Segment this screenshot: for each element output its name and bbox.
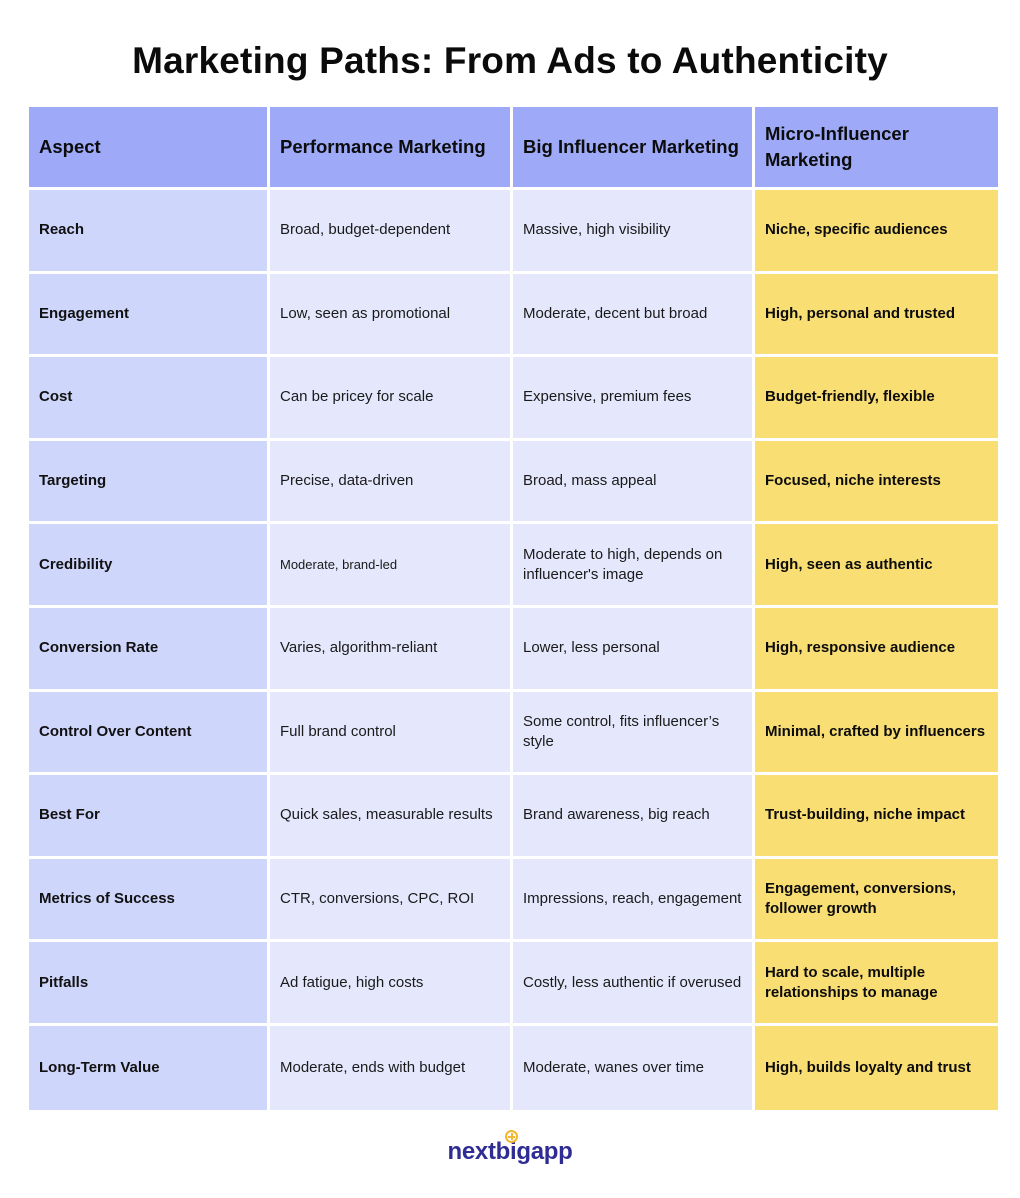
table-cell-highlight: Hard to scale, multiple relationships to… <box>755 942 998 1026</box>
column-header-aspect: Aspect <box>29 107 270 190</box>
row-aspect: Reach <box>29 190 270 274</box>
table-cell: Can be pricey for scale <box>270 357 513 441</box>
row-aspect: Metrics of Success <box>29 858 270 943</box>
table-cell: Moderate, ends with budget <box>270 1025 513 1110</box>
column-header-performance: Performance Marketing <box>270 107 513 190</box>
table-cell-highlight: Trust-building, niche impact <box>755 775 998 859</box>
table-cell: Quick sales, measurable results <box>270 775 513 859</box>
row-aspect: Best For <box>29 775 270 859</box>
row-aspect: Long-Term Value <box>29 1025 270 1110</box>
table-cell-highlight: Budget-friendly, flexible <box>755 357 998 441</box>
brand-logo: nextbigapp <box>0 1130 1020 1166</box>
row-aspect: Control Over Content <box>29 691 270 776</box>
table-cell: Brand awareness, big reach <box>513 775 755 859</box>
table-cell: Full brand control <box>270 691 513 776</box>
table-cell: Lower, less personal <box>513 607 755 692</box>
table-cell: Low, seen as promotional <box>270 273 513 358</box>
row-aspect: Conversion Rate <box>29 607 270 692</box>
row-aspect: Engagement <box>29 273 270 358</box>
table-cell: Expensive, premium fees <box>513 357 755 441</box>
row-aspect: Credibility <box>29 524 270 608</box>
column-header-big-influencer: Big Influencer Marketing <box>513 107 755 190</box>
table-cell-highlight: Focused, niche interests <box>755 440 998 525</box>
table-cell: Broad, budget-dependent <box>270 190 513 274</box>
table-cell: Broad, mass appeal <box>513 440 755 525</box>
table-cell-highlight: High, personal and trusted <box>755 273 998 358</box>
table-cell: Moderate, wanes over time <box>513 1025 755 1110</box>
row-aspect: Pitfalls <box>29 942 270 1026</box>
table-cell-highlight: Niche, specific audiences <box>755 190 998 274</box>
table-cell: Massive, high visibility <box>513 190 755 274</box>
table-cell: Moderate to high, depends on influencer'… <box>513 524 755 608</box>
table-cell: Moderate, brand-led <box>270 524 513 608</box>
table-cell: CTR, conversions, CPC, ROI <box>270 858 513 943</box>
table-cell: Moderate, decent but broad <box>513 273 755 358</box>
table-cell-highlight: High, seen as authentic <box>755 524 998 608</box>
row-aspect: Targeting <box>29 440 270 525</box>
table-cell-highlight: High, builds loyalty and trust <box>755 1025 998 1110</box>
table-cell-highlight: High, responsive audience <box>755 607 998 692</box>
table-cell-highlight: Minimal, crafted by influencers <box>755 691 998 776</box>
table-cell: Precise, data-driven <box>270 440 513 525</box>
plus-circle-icon <box>505 1130 519 1143</box>
table-cell: Costly, less authentic if overused <box>513 942 755 1026</box>
table-cell: Impressions, reach, engagement <box>513 858 755 943</box>
comparison-table: Aspect Performance Marketing Big Influen… <box>29 107 998 1110</box>
column-header-micro-influencer: Micro-Influencer Marketing <box>755 107 998 190</box>
table-cell: Some control, fits influencer’s style <box>513 691 755 776</box>
row-aspect: Cost <box>29 357 270 441</box>
table-cell: Varies, algorithm-reliant <box>270 607 513 692</box>
table-cell: Ad fatigue, high costs <box>270 942 513 1026</box>
page-title: Marketing Paths: From Ads to Authenticit… <box>132 40 888 81</box>
table-cell-highlight: Engagement, conversions, follower growth <box>755 858 998 943</box>
